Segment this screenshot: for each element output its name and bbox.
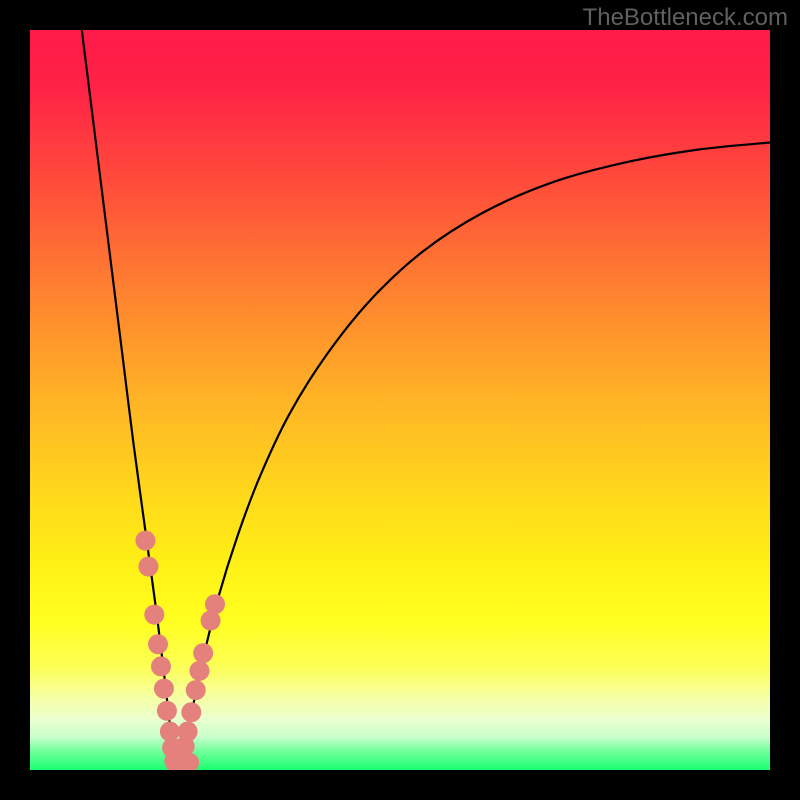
marker-dot [189,661,209,681]
marker-dot [144,605,164,625]
marker-dot [186,680,206,700]
marker-dot [151,656,171,676]
marker-dot [157,701,177,721]
bottleneck-chart [0,0,800,800]
chart-container: TheBottleneck.com [0,0,800,800]
chart-background [30,30,770,770]
marker-dot [181,702,201,722]
marker-dot [148,634,168,654]
marker-dot [154,679,174,699]
marker-dot [193,643,213,663]
marker-dot [205,594,225,614]
marker-dot [138,557,158,577]
marker-dot [178,722,198,742]
marker-dot [135,531,155,551]
